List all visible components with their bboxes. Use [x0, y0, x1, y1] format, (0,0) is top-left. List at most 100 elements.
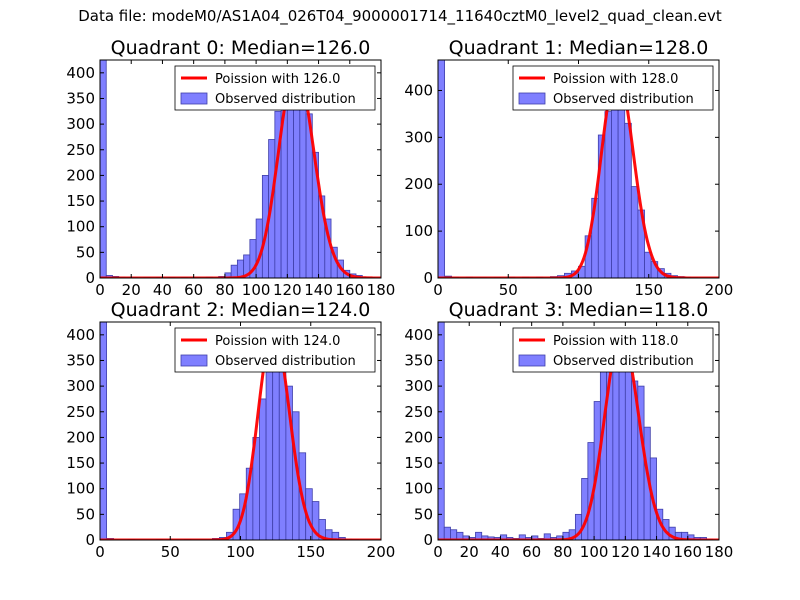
legend-label-observed: Observed distribution [215, 92, 356, 107]
x-tick-label: 80 [215, 281, 234, 299]
histogram-bar [630, 186, 639, 278]
histogram-bar [543, 533, 551, 540]
subplot-title: Quadrant 2: Median=124.0 [111, 299, 371, 321]
histogram-bar [604, 111, 612, 278]
y-tick-label: 50 [76, 243, 95, 261]
y-tick-label: 0 [423, 269, 433, 287]
x-tick-label: 140 [642, 543, 671, 561]
y-tick-label: 50 [76, 505, 95, 523]
x-tick-label: 120 [273, 281, 302, 299]
y-tick-label: 300 [404, 128, 433, 146]
histogram-bar [644, 251, 652, 278]
histogram-bar [331, 531, 340, 540]
y-tick-label: 150 [404, 454, 433, 472]
histogram-bar [624, 365, 632, 540]
subplot-title: Quadrant 1: Median=128.0 [449, 37, 709, 59]
histogram-bar [299, 103, 307, 278]
y-tick-label: 100 [66, 218, 95, 236]
legend-label-observed: Observed distribution [553, 92, 694, 107]
legend-label-poisson: Poission with 118.0 [553, 334, 678, 349]
x-tick-label: 200 [705, 281, 734, 299]
legend: Poission with 128.0 Observed distribution [512, 65, 714, 111]
x-tick-label: 0 [433, 543, 443, 561]
y-tick-label: 200 [404, 428, 433, 446]
y-tick-label: 250 [66, 141, 95, 159]
y-tick-label: 400 [66, 64, 95, 82]
quadrant-1-chart: 0 50 100 150 200 0 100 200 300 400 Quadrant 1: Med… [404, 37, 733, 299]
y-tick-label: 400 [66, 326, 95, 344]
x-tick-label: 0 [95, 543, 105, 561]
quadrant-0-chart: 0 20 40 60 80 100 120 140 160 1800501001502002503… [66, 37, 395, 299]
x-tick-label: 150 [634, 281, 663, 299]
y-tick-label: 150 [66, 454, 95, 472]
histogram-bar [450, 529, 458, 540]
subplot-title: Quadrant 3: Median=118.0 [449, 299, 709, 321]
histogram-bar [438, 322, 445, 540]
x-tick-label: 180 [705, 543, 734, 561]
y-tick-label: 300 [66, 377, 95, 395]
x-tick-label: 20 [460, 543, 479, 561]
x-tick-label: 120 [611, 543, 640, 561]
histogram-bar [438, 60, 446, 278]
quadrant-2-chart: 0 50 100 150 200 0 50 100 150 200 250 300 350 400 Quad… [66, 299, 395, 561]
y-tick-label: 350 [66, 89, 95, 107]
legend: Poission with 118.0 Observed distribution [512, 327, 714, 373]
x-tick-label: 80 [553, 543, 572, 561]
x-tick-label: 200 [367, 543, 396, 561]
y-tick-label: 200 [66, 428, 95, 446]
subplot-title: Quadrant 0: Median=126.0 [111, 37, 371, 59]
legend-box [174, 65, 376, 111]
y-tick-label: 400 [404, 81, 433, 99]
x-tick-label: 50 [499, 281, 518, 299]
y-tick-label: 0 [85, 269, 95, 287]
histogram-bar [265, 370, 274, 540]
y-tick-label: 0 [85, 531, 95, 549]
y-tick-label: 350 [66, 351, 95, 369]
y-tick-label: 250 [404, 403, 433, 421]
x-tick-label: 100 [564, 281, 593, 299]
y-tick-label: 200 [66, 166, 95, 184]
x-tick-label: 60 [184, 281, 203, 299]
poisson-curve [438, 70, 719, 278]
legend-box [174, 327, 376, 373]
histogram-bar [599, 365, 607, 540]
x-tick-label: 40 [153, 281, 172, 299]
histogram-bar [618, 344, 626, 540]
histogram-bar [443, 526, 451, 540]
x-tick-label: 100 [580, 543, 609, 561]
x-tick-label: 0 [433, 281, 443, 299]
x-tick-label: 100 [242, 281, 271, 299]
histogram-bar [100, 60, 107, 278]
x-tick-label: 100 [226, 543, 255, 561]
plot-area [100, 60, 381, 278]
legend: Poission with 126.0 Observed distribution [174, 65, 376, 111]
legend-label-poisson: Poission with 126.0 [215, 72, 340, 87]
legend-bar-swatch [180, 354, 208, 367]
legend-box [512, 65, 714, 111]
legend-label-poisson: Poission with 128.0 [553, 72, 678, 87]
y-tick-label: 400 [404, 326, 433, 344]
x-tick-label: 160 [673, 543, 702, 561]
histogram-bar [259, 398, 267, 540]
histogram-bar [617, 90, 626, 278]
y-tick-label: 100 [404, 222, 433, 240]
legend-label-observed: Observed distribution [553, 354, 694, 369]
y-tick-label: 50 [414, 505, 433, 523]
x-tick-label: 140 [304, 281, 333, 299]
x-tick-label: 60 [522, 543, 541, 561]
axes-frame [437, 321, 720, 541]
legend-bar-swatch [518, 92, 546, 105]
y-tick-label: 100 [404, 480, 433, 498]
y-tick-label: 0 [423, 531, 433, 549]
histogram-bar [100, 322, 108, 540]
y-tick-label: 300 [404, 377, 433, 395]
quadrant-3-chart: 0 20 40 60 80 100 120 140 160 1800501001502002503… [404, 299, 733, 561]
x-tick-label: 50 [161, 543, 180, 561]
x-tick-label: 40 [491, 543, 510, 561]
legend-bar-swatch [180, 92, 208, 105]
poisson-curve [438, 333, 719, 540]
x-tick-label: 180 [367, 281, 396, 299]
x-tick-label: 20 [122, 281, 141, 299]
legend-bar-swatch [518, 354, 546, 367]
